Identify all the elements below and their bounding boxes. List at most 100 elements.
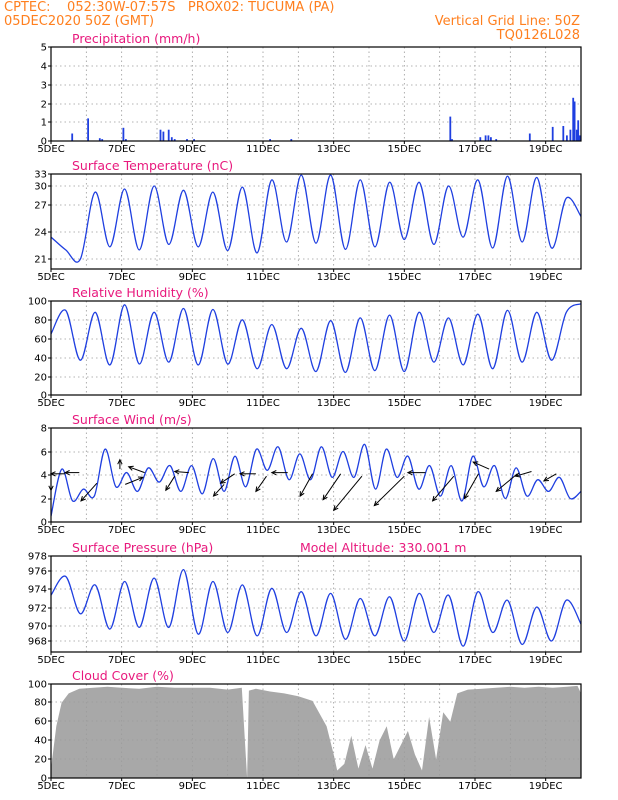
xtick-label: 9DEC [179,655,206,666]
ytick-label: 30 [34,182,47,193]
precip-bar [484,135,487,141]
xtick-label: 17DEC [458,144,492,155]
wind-arrow-head [80,495,86,502]
precip-bar [71,133,74,141]
xtick-label: 15DEC [387,525,421,536]
panel-1: 0 1 2 3 4 5 5DEC 7DEC 9DEC 11DEC 13DEC 15DEC 17DEC 19… [37,31,582,155]
ytick-label: 40 [34,354,47,365]
xtick-label: 19DEC [529,525,563,536]
header-run-time: 05DEC2020 50Z (GMT) [4,14,154,29]
xtick-label: 11DEC [246,655,280,666]
ytick-label: 5 [41,43,47,54]
panel-title: Relative Humidity (%) [72,285,209,300]
precip-bar [87,118,89,141]
wind-arrow-head [173,469,180,475]
xtick-label: 15DEC [387,655,421,666]
ytick-label: 20 [34,755,47,766]
cloud-area [51,685,581,778]
ytick-label: 27 [34,201,47,212]
header-grid-line: Vertical Grid Line: 50Z [435,14,580,29]
wind-arrow [299,473,313,497]
precip-bar [495,139,498,141]
wind-arrow-head [219,478,226,484]
wind-arrow [165,475,176,491]
series-line [51,303,581,374]
header-station: CPTEC: 052:30W-07:57S PROX02: TUCUMA (PA… [4,0,335,15]
wind-arrow [373,475,405,506]
xtick-label: 9DEC [179,525,206,536]
xtick-label: 5DEC [37,525,64,536]
xtick-label: 13DEC [317,272,351,283]
precip-bar [173,139,176,141]
wind-arrow [495,473,518,492]
ytick-label: 2 [41,495,47,506]
wind-arrow-head [238,471,245,477]
wind-arrow [472,461,490,470]
xtick-label: 19DEC [529,144,563,155]
precip-bar [193,139,195,141]
precip-bar [575,129,578,141]
wind-arrow [220,473,235,484]
xtick-label: 13DEC [317,781,351,792]
precip-bar [479,137,482,141]
panel-title: Surface Pressure (hPa) [72,540,213,555]
precip-bar [449,116,452,141]
wind-arrow [213,484,225,497]
ytick-label: 24 [34,228,47,239]
xtick-label: 15DEC [387,272,421,283]
series-line [51,568,581,647]
xtick-label: 13DEC [317,655,351,666]
ytick-label: 0 [41,518,47,529]
wind-arrow-head [514,472,521,478]
xtick-label: 9DEC [179,272,206,283]
wind-arrow [322,473,342,500]
precip-bar [290,139,293,141]
wind-arrow [515,471,532,477]
xtick-label: 17DEC [458,272,492,283]
panel-frame [50,555,582,653]
ytick-label: 8 [41,424,47,435]
ytick-label: 4 [41,62,47,73]
ytick-label: 970 [28,622,47,633]
ytick-label: 20 [34,373,47,384]
wind-arrow-head [322,494,328,501]
precip-bar [569,129,572,141]
ytick-label: 4 [41,471,47,482]
xtick-label: 15DEC [387,398,421,409]
wind-arrow-head [63,470,70,476]
ytick-label: 972 [28,604,47,615]
ytick-label: 0 [41,137,47,148]
ytick-label: 0 [41,391,47,402]
xtick-label: 17DEC [458,655,492,666]
wind-arrow-head [542,476,549,482]
precip-bar [162,131,165,141]
series-line [51,443,581,517]
precip-bar [186,139,188,141]
wind-arrow-head [117,458,123,465]
ytick-label: 978 [28,552,47,563]
xtick-label: 5DEC [37,781,64,792]
xtick-label: 11DEC [246,398,280,409]
panel-frame [50,173,582,270]
panel-4: 0 2 4 6 8 5DEC 7DEC 9DEC 11DEC 13DEC 15DEC 17DEC 19D… [37,412,582,536]
precip-bar [578,135,581,141]
wind-arrow-head [165,485,171,492]
xtick-label: 13DEC [317,525,351,536]
ytick-label: 60 [34,335,47,346]
xtick-label: 9DEC [179,781,206,792]
ytick-label: 974 [28,585,47,596]
wind-arrow-head [332,505,339,512]
precip-bar [269,139,271,141]
precip-bar [170,137,173,141]
panel-3: 0 20 40 60 80 100 5DEC 7DEC 9DEC 11DEC 13DEC 15DEC 1… [28,285,582,409]
wind-arrow [128,466,145,474]
precip-bar [573,101,576,141]
ytick-label: 60 [34,717,47,728]
wind-arrow-head [406,470,413,476]
panel-5: 968 970 972 974 976 978 5DEC 7DEC 9DEC 11DEC 13DEC… [28,540,582,666]
wind-arrow [543,473,557,482]
precip-bar [125,139,127,141]
precip-bar [159,129,162,141]
xtick-label: 5DEC [37,272,64,283]
